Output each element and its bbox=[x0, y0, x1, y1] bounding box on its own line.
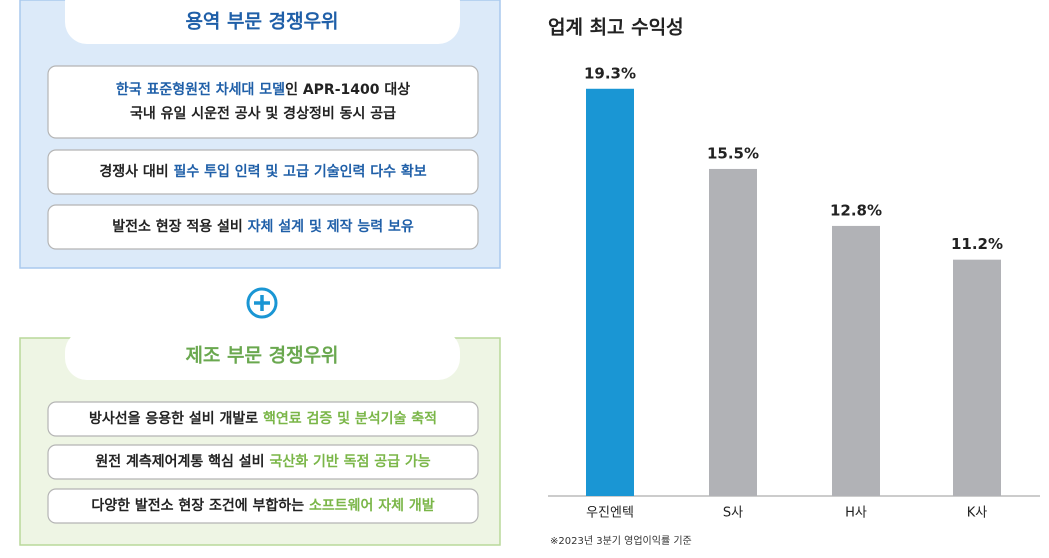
item-box bbox=[47, 65, 479, 139]
text-segment: 필수 투입 인력 및 고급 기술인력 다수 확보 bbox=[174, 163, 427, 180]
bar bbox=[953, 259, 1001, 496]
bar bbox=[832, 225, 880, 497]
item-text: 다양한 발전소 현장 조건에 부합하는 소프트웨어 자체 개발 bbox=[91, 497, 434, 514]
text-segment: 발전소 현장 적용 설비 bbox=[112, 218, 247, 235]
item-text: 방사선을 응용한 설비 개발로 핵연료 검증 및 분석기술 축적 bbox=[89, 410, 437, 427]
item-box bbox=[47, 149, 479, 195]
bar bbox=[586, 88, 634, 497]
chart-title: 업계 최고 수익성 bbox=[548, 17, 684, 39]
x-tick-label: K사 bbox=[967, 506, 988, 521]
text-segment: 경쟁사 대비 bbox=[99, 163, 173, 180]
text-segment: 원전 계측제어계통 핵심 설비 bbox=[95, 453, 269, 470]
x-tick-label: 우진엔텍 bbox=[586, 506, 634, 521]
manufacturing-title: 제조 부문 경쟁우위 bbox=[185, 345, 338, 367]
item-text: 발전소 현장 적용 설비 자체 설계 및 제작 능력 보유 bbox=[112, 218, 414, 235]
item-text: 경쟁사 대비 필수 투입 인력 및 고급 기술인력 다수 확보 bbox=[99, 163, 426, 180]
item-box bbox=[47, 488, 479, 524]
item-text: 국내 유일 시운전 공사 및 경상정비 동시 공급 bbox=[130, 105, 396, 122]
text-segment: 국산화 기반 독점 공급 가능 bbox=[269, 453, 430, 470]
text-segment: 자체 설계 및 제작 능력 보유 bbox=[248, 218, 414, 235]
item-box bbox=[47, 204, 479, 250]
text-segment: 국내 유일 시운전 공사 및 경상정비 동시 공급 bbox=[130, 105, 396, 122]
text-segment: 다양한 발전소 현장 조건에 부합하는 bbox=[91, 497, 309, 514]
text-segment: 소프트웨어 자체 개발 bbox=[309, 497, 435, 514]
x-tick-label: H사 bbox=[845, 506, 867, 521]
plus-sign bbox=[254, 295, 270, 311]
text-segment: 인 APR-1400 대상 bbox=[285, 81, 410, 98]
text-segment: 핵연료 검증 및 분석기술 축적 bbox=[263, 410, 437, 427]
footnote: ※2023년 3분기 영업이익률 기준 bbox=[550, 534, 692, 547]
item-text: 한국 표준형원전 차세대 모델인 APR-1400 대상 bbox=[116, 81, 410, 98]
text-segment: 한국 표준형원전 차세대 모델 bbox=[116, 81, 285, 98]
value-label: 12.8% bbox=[830, 201, 882, 219]
bar bbox=[709, 168, 757, 496]
item-box bbox=[47, 401, 479, 437]
text-segment: 방사선을 응용한 설비 개발로 bbox=[89, 410, 263, 427]
value-label: 19.3% bbox=[584, 64, 636, 82]
x-tick-label: S사 bbox=[723, 506, 743, 521]
service-title: 용역 부문 경쟁우위 bbox=[185, 11, 338, 33]
value-label: 15.5% bbox=[707, 144, 759, 162]
service-tab bbox=[65, 0, 460, 44]
item-box bbox=[47, 444, 479, 480]
value-label: 11.2% bbox=[951, 235, 1003, 253]
item-text: 원전 계측제어계통 핵심 설비 국산화 기반 독점 공급 가능 bbox=[95, 453, 430, 470]
manufacturing-tab bbox=[65, 330, 460, 380]
